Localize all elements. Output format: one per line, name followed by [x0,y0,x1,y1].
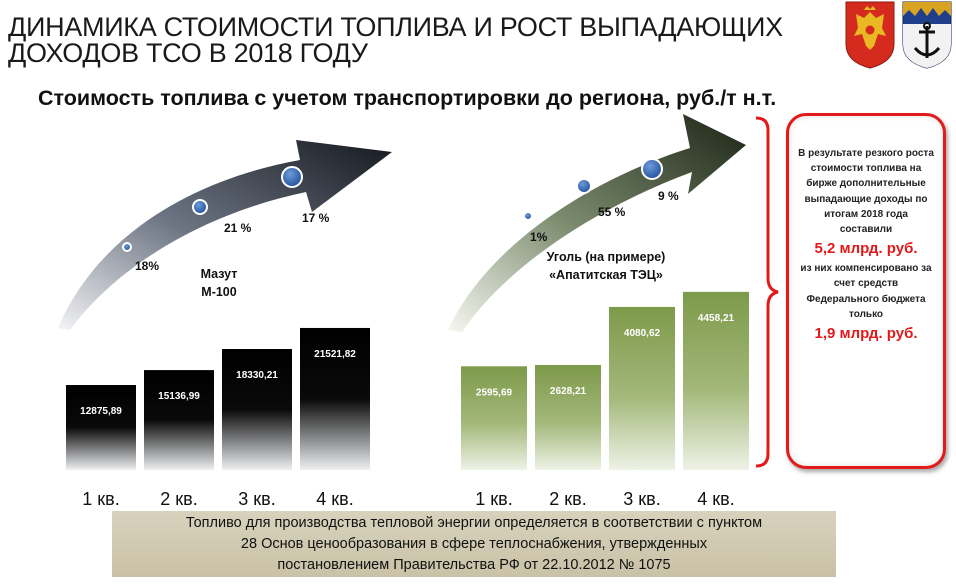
series-label-line-1: Уголь (на примере) [547,250,666,264]
bar-2-2 [535,364,601,470]
growth-marker [281,166,303,188]
bar-2-4 [683,291,749,470]
category-label: 2 кв. [549,489,586,509]
growth-marker [641,158,663,180]
series-label-line-1: Мазут [201,267,238,281]
footer-note: Топливо для производства тепловой энерги… [112,511,836,577]
bar-1-4 [300,327,370,470]
page-title-line-1: ДИНАМИКА СТОИМОСТИ ТОПЛИВА И РОСТ ВЫПАДА… [8,12,783,42]
growth-marker [122,242,132,252]
category-label: 3 кв. [623,489,660,509]
russia-coat-of-arms-icon [845,1,895,69]
bar-2-1 [461,366,527,470]
page-title-line-2: ДОХОДОВ ТСО В 2018 ГОДУ [8,38,368,68]
page-title: ДИНАМИКА СТОИМОСТИ ТОПЛИВА И РОСТ ВЫПАДА… [8,12,783,68]
bar-1-1 [66,385,136,470]
growth-label: 21 % [224,221,252,235]
growth-label: 1% [530,230,548,244]
bar-value-label: 21521,82 [314,349,356,360]
category-label: 4 кв. [316,489,353,509]
callout-amount-1: 5,2 млрд. руб. [814,240,918,258]
category-label: 4 кв. [697,489,734,509]
series-label-line-2: «Апатитская ТЭЦ» [549,268,663,282]
growth-label: 18% [135,259,159,273]
growth-arrow-right [448,114,746,332]
murmansk-coat-of-arms-icon [902,1,952,69]
bar-value-label: 12875,89 [80,406,122,417]
bar-value-label: 4080,62 [624,328,661,339]
bar-1-2 [144,370,214,470]
category-label: 2 кв. [160,489,197,509]
growth-marker [576,178,592,194]
growth-arrow-left [58,140,392,330]
growth-label: 17 % [302,211,330,225]
category-label: 3 кв. [238,489,275,509]
bar-value-label: 15136,99 [158,391,200,402]
footer-line-2: 28 Основ ценообразования в сфере теплосн… [240,536,708,552]
bar-value-label: 2595,69 [476,387,513,398]
callout-amount-2: 1,9 млрд. руб. [814,325,918,343]
callout-box: В результате резкого роста стоимости топ… [786,113,946,469]
footer-line-3: постановлением Правительства РФ от 22.10… [277,557,671,573]
series-label-line-2: М-100 [201,285,236,299]
callout-bracket [755,116,779,468]
growth-label: 55 % [598,205,626,219]
bar-2-3 [609,306,675,470]
bar-value-label: 18330,21 [236,370,278,381]
footer-line-1: Топливо для производства тепловой энерги… [185,515,763,531]
bar-value-label: 4458,21 [698,313,735,324]
callout-text-2: из них компенсировано за счет средств Фе… [800,263,932,320]
bar-1-3 [222,349,292,470]
category-label: 1 кв. [82,489,119,509]
category-label: 1 кв. [475,489,512,509]
growth-marker [523,211,533,221]
bar-value-label: 2628,21 [550,386,587,397]
callout-text-1: В результате резкого роста стоимости топ… [798,148,934,236]
growth-label: 9 % [658,189,679,203]
chart-subtitle: Стоимость топлива с учетом транспортиров… [38,86,777,110]
growth-marker [192,199,208,215]
